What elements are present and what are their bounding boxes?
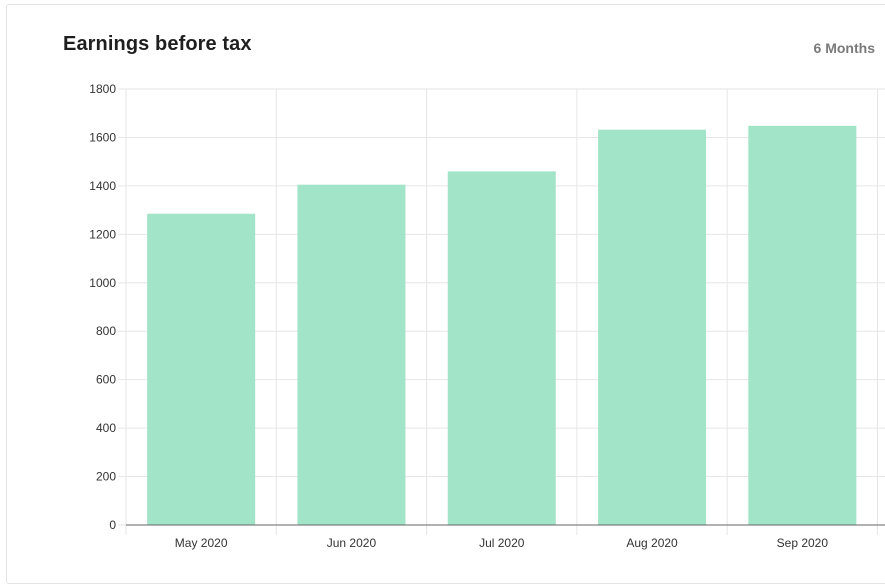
y-tick-label: 400 [96,421,116,435]
bar-may-2020[interactable] [147,213,256,525]
bar-jul-2020[interactable] [447,171,556,525]
y-tick-label: 1000 [89,276,116,290]
x-tick-label: Sep 2020 [777,536,829,550]
y-tick-label: 1400 [89,179,116,193]
y-tick-label: 200 [96,470,116,484]
y-tick-label: 1600 [89,130,116,144]
chart-title: Earnings before tax [63,33,252,55]
x-tick-label: Jul 2020 [479,536,525,550]
x-tick-label: Aug 2020 [626,536,678,550]
y-tick-label: 0 [109,518,116,532]
bars [147,125,857,525]
bar-sep-2020[interactable] [748,125,857,525]
axes: 0 200 400 600 800 1000 1200 1400 1600 1800 May 202… [89,82,885,550]
y-tick-label: 1200 [89,227,116,241]
bar-aug-2020[interactable] [598,129,707,525]
bar-chart: 0 200 400 600 800 1000 1200 1400 1600 1800 May 202… [89,82,885,550]
x-tick-label: Jun 2020 [327,536,377,550]
y-tick-label: 600 [96,373,116,387]
period-selector[interactable]: 6 Months [813,40,875,56]
y-tick-label: 800 [96,324,116,338]
bar-jun-2020[interactable] [297,184,406,525]
y-tick-label: 1800 [89,82,116,96]
x-tick-label: May 2020 [175,536,228,550]
